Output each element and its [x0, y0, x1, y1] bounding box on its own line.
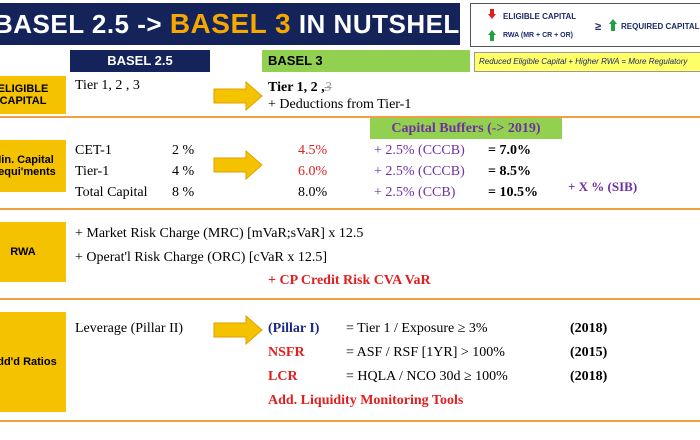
cell: = 10.5%: [488, 185, 538, 200]
title-part: IN NUTSHELL: [298, 9, 477, 39]
separator: [0, 208, 700, 210]
row-label: Min. CapitalRequi'ments: [0, 140, 66, 192]
title: BASEL 2.5 -> BASEL 3 IN NUTSHELL: [0, 3, 476, 45]
row-label: Add'd Ratios: [0, 312, 66, 412]
cell: Tier 1, 2 , 3: [75, 78, 140, 93]
cell: + Market Risk Charge (MRC) [mVaR;sVaR] x…: [75, 226, 364, 241]
title-part: BASEL 2.5 ->: [0, 9, 163, 39]
label-line: ELIGIBLE: [0, 83, 49, 95]
cell: + Operat'l Risk Charge (ORC) [cVaR x 12.…: [75, 250, 328, 265]
label-line: Add'd Ratios: [0, 356, 57, 368]
legend-geq: ≥: [595, 21, 602, 33]
cell: 4.5%: [298, 143, 328, 158]
cell: 4 %: [172, 164, 195, 179]
legend-rwa: RWA (MR + CR + OR): [503, 32, 574, 39]
cell: + X % (SIB): [568, 179, 638, 194]
cell: Tier-1: [75, 164, 110, 179]
buffers-title: Capital Buffers (-> 2019): [370, 118, 562, 139]
cell: 2 %: [172, 143, 195, 158]
legend-eligible: ELIGIBLE CAPITAL: [503, 12, 577, 21]
cell: = 8.5%: [488, 164, 531, 179]
legend-note: Reduced Eligible Capital + Higher RWA = …: [474, 52, 700, 72]
cell: = ASF / RSF [1YR] > 100%: [346, 345, 505, 360]
cell: + 2.5% (CCCB): [374, 164, 465, 179]
cell: Add. Liquidity Monitoring Tools: [268, 393, 464, 408]
cell: + 2.5% (CCB): [374, 185, 456, 200]
cell: + CP Credit Risk CVA VaR: [268, 273, 431, 288]
row-label: ELIGIBLE CAPITAL: [0, 76, 66, 114]
cell: LCR: [268, 369, 298, 384]
cell-part: Tier 1, 2 ,: [268, 80, 325, 95]
cell: Leverage (Pillar II): [75, 321, 184, 336]
cell: (Pillar I): [268, 321, 320, 336]
cell-part: 3: [324, 80, 332, 95]
separator: [0, 116, 700, 118]
cell: (2015): [570, 345, 608, 360]
separator: [0, 298, 700, 300]
legend-arrows: [488, 9, 496, 41]
separator: [0, 420, 700, 422]
cell: (2018): [570, 321, 608, 336]
cell: + Deductions from Tier-1: [268, 97, 412, 112]
cell: = 7.0%: [488, 143, 531, 158]
cell: = HQLA / NCO 30d ≥ 100%: [346, 369, 508, 384]
cell: 8 %: [172, 185, 195, 200]
label-line: Min. Capital: [0, 154, 54, 166]
cell: (2018): [570, 369, 608, 384]
cell: = Tier 1 / Exposure ≥ 3%: [346, 321, 488, 336]
cell: NSFR: [268, 345, 305, 360]
legend-box: ELIGIBLE CAPITAL RWA (MR + CR + OR) ≥ RE…: [470, 3, 700, 47]
legend-required: REQUIRED CAPITAL: [621, 22, 700, 31]
cell: Tier 1, 2 ,3: [268, 80, 332, 96]
cell: CET-1: [75, 143, 112, 158]
cell: + 2.5% (CCCB): [374, 143, 465, 158]
row-label: RWA: [0, 222, 66, 282]
cell: 6.0%: [298, 164, 328, 179]
cell: Total Capital: [75, 185, 148, 200]
column-header: BASEL 2.5: [70, 50, 210, 72]
cell: 8.0%: [298, 185, 328, 200]
column-header: BASEL 3: [262, 50, 470, 72]
title-part: BASEL 3: [169, 8, 292, 39]
label-line: RWA: [10, 246, 36, 258]
legend-arrow: [609, 19, 617, 31]
label-line: CAPITAL: [0, 95, 47, 107]
label-line: Requi'ments: [0, 166, 56, 178]
